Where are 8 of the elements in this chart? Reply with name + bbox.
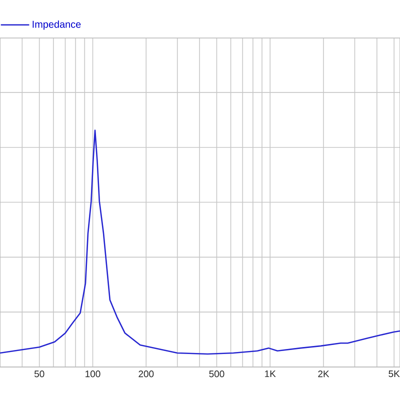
x-tick-label: 2K: [318, 370, 330, 378]
x-tick-label: 200: [138, 370, 154, 378]
x-tick-label: 1K: [265, 370, 276, 378]
x-tick-label: 100: [86, 370, 100, 378]
x-tick-label: 500: [209, 370, 224, 378]
x-tick-label: 5K: [388, 370, 400, 378]
legend-label: Impedance: [32, 20, 81, 30]
x-tick-label: 50: [34, 370, 44, 378]
